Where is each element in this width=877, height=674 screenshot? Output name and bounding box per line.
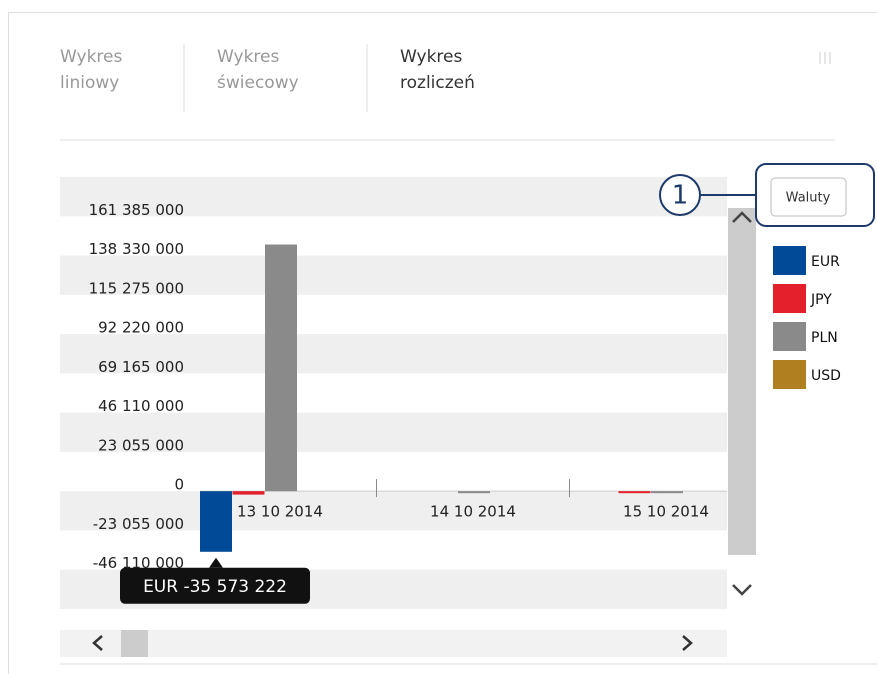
legend-swatch [773,322,806,351]
bar [618,491,651,494]
y-tick-label: 161 385 000 [89,201,184,219]
v-scroll-thumb[interactable] [728,208,756,555]
tooltip [120,567,310,604]
legend-label: EUR [811,254,840,270]
grid-band [60,255,727,295]
y-tick-label: 46 110 000 [98,397,184,415]
legend-swatch [773,360,806,389]
grid-band [60,491,727,531]
y-tick-label: 23 055 000 [98,436,184,454]
bar [200,491,232,552]
x-tick-label: 13 10 2014 [237,503,323,521]
menu-icon[interactable] [819,52,831,64]
scroll-right[interactable] [682,635,693,651]
x-tick-label: 15 10 2014 [623,503,709,521]
callout-number: 1 [672,181,689,211]
scroll-up[interactable] [732,211,752,223]
y-tick-label: -46 110 000 [93,554,184,572]
y-tick-label: 69 165 000 [98,358,184,376]
bar [265,244,297,492]
scroll-left[interactable] [92,635,103,651]
currency-button[interactable] [770,177,847,217]
scroll-down[interactable] [732,584,752,596]
bar [651,491,683,494]
tooltip-pointer [209,557,223,568]
y-tick-label: 138 330 000 [89,240,184,258]
x-tick-label: 14 10 2014 [430,503,516,521]
y-tick-label: -23 055 000 [93,515,184,533]
tab[interactable]: Wykres świecowy [217,47,299,93]
tab[interactable]: Wykres rozliczeń [400,47,475,93]
grid-band [60,334,727,374]
legend-swatch [773,246,806,275]
tooltip-text: EUR -35 573 222 [143,577,287,597]
plot-area [60,177,727,609]
bar [232,491,265,495]
grid-band [60,412,727,452]
tab[interactable]: Wykres liniowy [60,47,123,93]
button-label: Waluty [786,191,831,206]
h-scroll [60,630,727,657]
y-tick-label: 92 220 000 [98,319,184,337]
legend-swatch [773,284,806,313]
frame [8,12,877,674]
bar [458,491,490,494]
legend-label: USD [811,368,841,384]
callout-box [755,163,875,227]
h-scroll-thumb[interactable] [121,630,148,657]
legend-label: JPY [810,292,832,308]
legend-label: PLN [811,330,838,346]
y-tick-label: 0 [174,476,184,494]
y-tick-label: 115 275 000 [89,279,184,297]
grid-band [60,177,727,217]
